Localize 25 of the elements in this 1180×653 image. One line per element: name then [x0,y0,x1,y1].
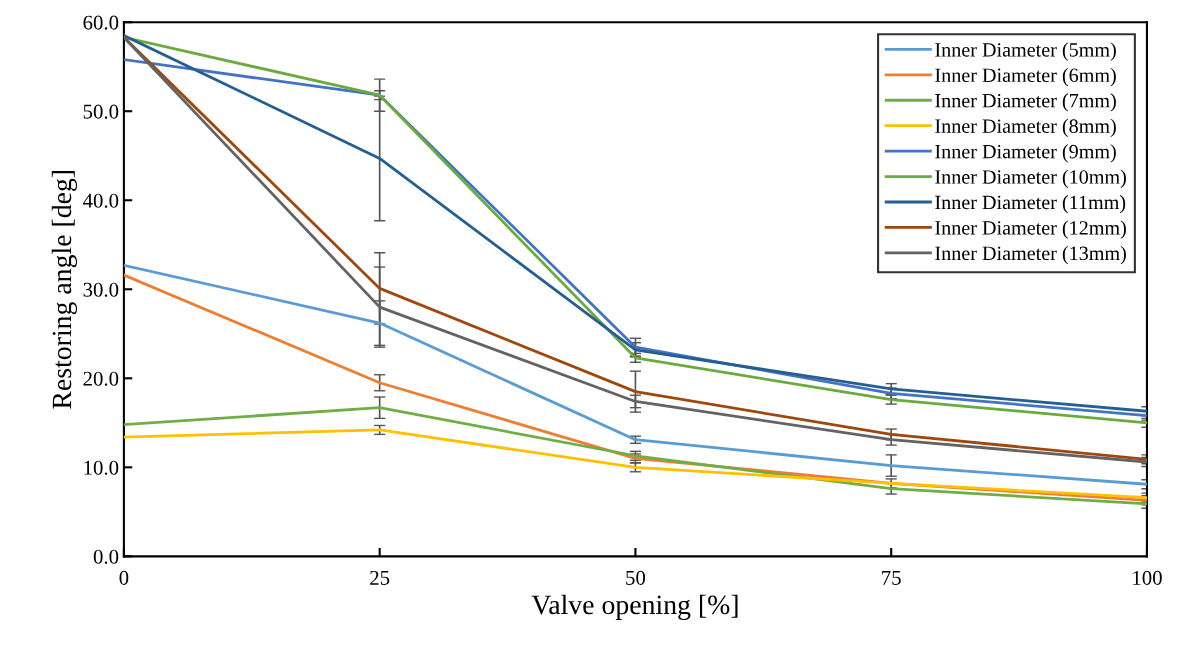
legend-label: Inner Diameter (5mm) [935,42,1116,61]
x-tick-label: 50 [626,570,646,585]
legend-label: Inner Diameter (9mm) [935,144,1116,163]
y-tick-label: 10.0 [84,460,119,475]
legend-label: Inner Diameter (6mm) [935,67,1116,87]
y-tick-label: 40.0 [82,193,119,208]
legend-label: Inner Diameter (13mm) [935,245,1126,265]
legend-label: Inner Diameter (12mm) [935,220,1126,239]
y-axis-title: Restoring angle [deg] [51,171,78,409]
legend-label: Inner Diameter (8mm) [935,118,1116,138]
y-tick-label: 30.0 [83,282,119,297]
y-tick-label: 60.0 [83,15,119,30]
y-tick-label: 50.0 [83,104,119,119]
legend-label: Inner Diameter (7mm) [935,93,1116,112]
x-axis-title: Valve opening [%] [531,594,738,620]
line-series [123,428,1147,499]
legend-label: Inner Diameter (11mm) [935,195,1126,214]
x-tick-label: 75 [882,571,901,585]
legend-label: Inner Diameter (10mm) [935,169,1126,188]
x-tick-label: 25 [370,570,390,585]
x-tick-label: 0 [119,570,129,585]
y-tick-label: 0.0 [93,549,119,564]
y-tick-label: 20.0 [83,371,119,386]
x-tick-label: 100 [1133,570,1162,585]
line-series [123,406,1147,506]
